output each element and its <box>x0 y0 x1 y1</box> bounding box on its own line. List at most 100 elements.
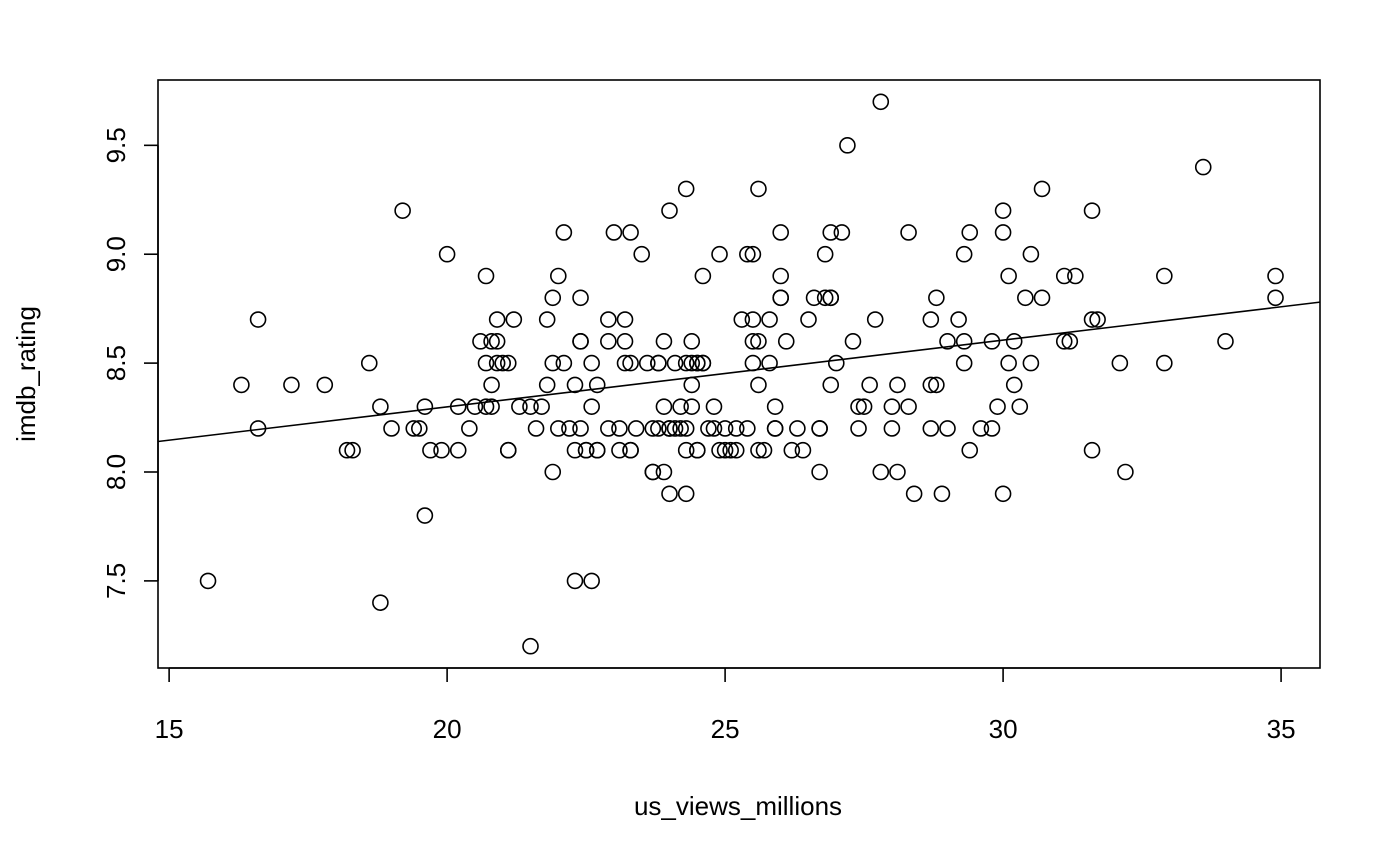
data-point <box>683 398 701 415</box>
data-point <box>755 441 773 459</box>
data-point <box>633 245 651 263</box>
data-point <box>538 311 556 328</box>
data-point <box>650 354 667 372</box>
data-point <box>955 245 973 263</box>
data-point <box>1067 267 1084 285</box>
data-point <box>733 311 751 328</box>
data-point <box>438 245 456 263</box>
data-point <box>822 376 840 394</box>
data-point <box>416 398 434 415</box>
data-point <box>655 333 673 350</box>
x-tick-label: 20 <box>433 714 462 744</box>
data-point <box>744 311 762 328</box>
data-point <box>1000 354 1017 372</box>
data-point <box>666 420 684 437</box>
points-group <box>199 93 1284 655</box>
data-point <box>900 224 917 241</box>
data-point <box>638 354 656 372</box>
data-point <box>572 289 589 307</box>
data-point <box>1111 354 1129 372</box>
y-axis-label: imdb_rating <box>11 306 41 442</box>
data-point <box>811 420 828 437</box>
data-point <box>839 137 856 154</box>
data-point <box>905 485 923 503</box>
data-point <box>483 398 500 415</box>
data-point <box>1083 441 1101 459</box>
data-point <box>850 398 867 415</box>
data-point <box>655 463 673 481</box>
data-point <box>661 420 678 437</box>
data-point <box>661 202 678 219</box>
data-point <box>616 311 634 328</box>
data-point <box>666 354 684 372</box>
regression-line <box>157 301 1321 443</box>
data-point <box>583 572 600 590</box>
data-point <box>544 289 562 307</box>
data-point <box>689 441 706 459</box>
data-point <box>694 354 712 372</box>
data-point <box>883 398 901 415</box>
data-point <box>722 441 739 459</box>
x-tick-label: 30 <box>989 714 1018 744</box>
data-point <box>1033 289 1051 307</box>
data-point <box>677 420 695 437</box>
data-point <box>461 420 478 437</box>
data-point <box>700 420 717 437</box>
data-point <box>472 333 489 350</box>
plot-frame <box>157 79 1321 669</box>
data-point <box>783 441 801 459</box>
x-tick-label: 35 <box>1267 714 1296 744</box>
data-point <box>955 333 973 350</box>
y-axis: 7.5 8.0 8.5 9.0 9.5 <box>101 127 159 599</box>
data-point <box>316 376 334 394</box>
data-point <box>616 354 634 372</box>
data-point <box>750 180 767 198</box>
data-point <box>994 224 1012 241</box>
data-point <box>994 202 1012 219</box>
data-point <box>449 398 467 415</box>
data-point <box>739 420 756 437</box>
data-point <box>727 441 745 459</box>
data-point <box>955 354 973 372</box>
data-point <box>644 420 662 437</box>
data-point <box>283 376 300 394</box>
data-point <box>761 311 778 328</box>
data-point <box>811 463 828 481</box>
data-point <box>800 311 817 328</box>
data-point <box>600 311 617 328</box>
data-point <box>488 333 506 350</box>
data-point <box>583 354 600 372</box>
data-point <box>983 333 1001 350</box>
data-point <box>689 354 706 372</box>
data-point <box>544 354 562 372</box>
data-point <box>789 420 806 437</box>
data-point <box>372 594 389 611</box>
data-point <box>488 311 506 328</box>
data-point <box>683 354 701 372</box>
data-point <box>950 311 967 328</box>
data-point <box>433 441 450 459</box>
x-axis-label: us_views_millions <box>634 791 842 821</box>
data-point <box>661 485 678 503</box>
data-point <box>1194 158 1212 176</box>
y-tick-label: 7.5 <box>101 563 131 599</box>
data-point <box>611 441 628 459</box>
data-point <box>627 420 645 437</box>
data-point <box>199 572 217 590</box>
data-point <box>1083 311 1101 328</box>
data-point <box>677 354 695 372</box>
data-point <box>1022 354 1040 372</box>
data-point <box>866 311 884 328</box>
data-point <box>655 398 673 415</box>
data-point <box>344 441 361 459</box>
data-point <box>505 311 523 328</box>
data-point <box>961 441 979 459</box>
data-point <box>961 224 979 241</box>
data-point <box>1055 333 1073 350</box>
data-point <box>477 398 495 415</box>
data-point <box>822 289 840 307</box>
data-point <box>889 463 906 481</box>
data-point <box>249 311 267 328</box>
data-point <box>777 333 795 350</box>
